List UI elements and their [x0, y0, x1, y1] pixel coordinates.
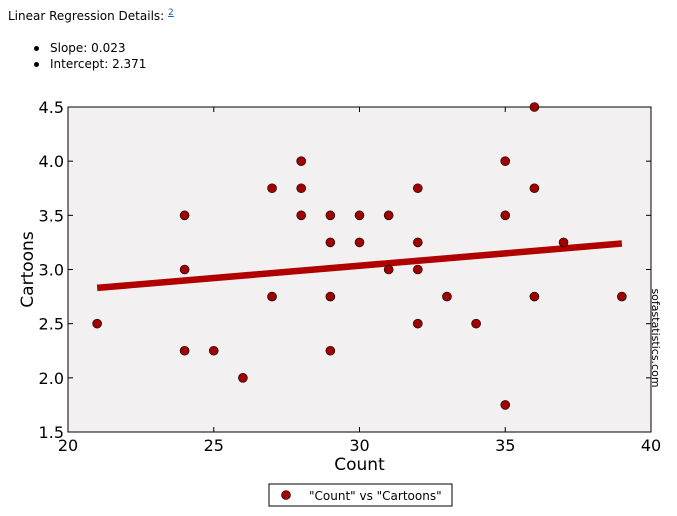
regression-details-heading: Linear Regression Details: 2 — [8, 8, 174, 23]
intercept-value: 2.371 — [112, 57, 147, 71]
x-axis: 20 25 30 35 40 — [58, 107, 661, 455]
data-point — [325, 345, 336, 356]
data-point — [529, 102, 540, 112]
regression-details-title: Linear Regression Details: — [8, 9, 165, 23]
data-point — [471, 318, 481, 329]
intercept-label: Intercept: — [50, 57, 109, 71]
x-tick-label: 25 — [204, 436, 224, 455]
slope-item: Slope: 0.023 — [32, 40, 146, 56]
data-point — [325, 210, 336, 221]
y-tick-label: 4.0 — [39, 152, 64, 171]
intercept-item: Intercept: 2.371 — [32, 56, 146, 72]
data-point — [92, 318, 102, 329]
data-point — [296, 210, 307, 221]
legend-label: "Count" vs "Cartoons" — [309, 489, 442, 503]
x-tick-label: 40 — [641, 436, 661, 455]
y-tick-label: 2.0 — [39, 369, 64, 388]
x-axis-label: Count — [334, 455, 385, 475]
data-point — [354, 210, 365, 221]
watermark-text: sofastatistics.com — [649, 288, 662, 387]
data-point — [354, 237, 365, 248]
data-point — [442, 291, 452, 302]
y-tick-label: 3.0 — [39, 261, 64, 280]
data-point — [383, 264, 394, 275]
data-point — [529, 183, 540, 194]
y-tick-label: 2.5 — [39, 315, 64, 334]
data-point — [325, 291, 336, 302]
data-point — [208, 345, 219, 356]
slope-label: Slope: — [50, 41, 88, 55]
slope-value: 0.023 — [91, 41, 126, 55]
data-point — [267, 183, 277, 194]
x-tick-label: 20 — [58, 436, 78, 455]
y-tick-label: 1.5 — [39, 423, 64, 442]
regression-details-list: Slope: 0.023 Intercept: 2.371 — [32, 40, 146, 72]
legend: "Count" vs "Cartoons" — [268, 483, 453, 507]
data-point — [383, 210, 394, 221]
data-point — [617, 291, 627, 302]
data-point — [179, 345, 190, 356]
regression-line — [96, 240, 623, 292]
data-point — [267, 291, 277, 302]
data-point — [558, 237, 569, 248]
regression-layer — [96, 240, 623, 292]
data-point — [412, 318, 423, 329]
plot-area — [67, 106, 652, 433]
data-point — [412, 183, 423, 194]
x-tick-label: 30 — [349, 436, 369, 455]
data-point — [500, 210, 511, 221]
x-tick-label: 35 — [495, 436, 515, 455]
legend-box — [268, 483, 453, 507]
data-point — [179, 264, 190, 275]
data-point — [179, 210, 190, 221]
y-tick-label: 3.5 — [39, 206, 64, 225]
data-point — [412, 264, 423, 275]
y-axis: 1.5 2.0 2.5 3.0 3.5 4.0 4.5 — [39, 98, 651, 442]
data-point — [529, 291, 540, 302]
y-tick-label: 4.5 — [39, 98, 64, 117]
footnote-link[interactable]: 2 — [168, 8, 174, 18]
data-point — [412, 237, 423, 248]
data-point — [296, 156, 307, 166]
legend-marker — [281, 490, 291, 500]
y-axis-label: Cartoons — [18, 231, 38, 308]
data-point — [238, 373, 248, 383]
data-point — [500, 156, 511, 166]
data-point — [296, 183, 307, 194]
data-point — [500, 400, 511, 410]
points-layer — [92, 102, 627, 410]
data-point — [325, 237, 336, 248]
